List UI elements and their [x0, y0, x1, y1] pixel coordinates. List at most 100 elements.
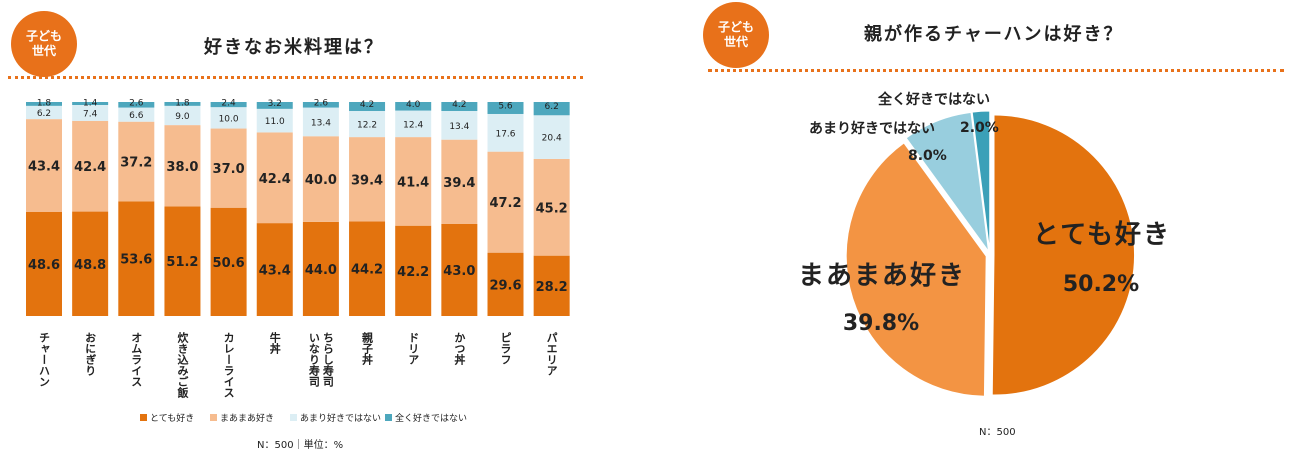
data-label: 10.0: [219, 114, 239, 124]
category-label: ドリア: [407, 332, 420, 365]
slice-value-label: 8.0%: [908, 148, 947, 164]
bar-segment: [72, 102, 109, 105]
legend-swatch: [210, 414, 217, 421]
data-label: 1.8: [37, 99, 52, 109]
bar-segment: [441, 139, 478, 224]
data-label: 4.2: [360, 100, 374, 110]
bar-segment: [349, 110, 386, 138]
data-label: 5.6: [498, 102, 513, 112]
category-label: カレーライス: [222, 332, 235, 398]
data-label: 42.4: [259, 172, 291, 187]
category-label: おにぎり: [84, 332, 97, 376]
slice-name-label: とても好き: [1033, 220, 1171, 250]
data-label: 39.4: [443, 176, 475, 191]
category-label: かつ丼: [453, 332, 466, 366]
bar-segment: [210, 207, 247, 316]
category-label: 牛丼: [268, 331, 281, 355]
legend-label: あまり好きではない: [300, 412, 381, 424]
pie-slice: [845, 142, 987, 397]
bar-segment: [26, 119, 62, 212]
sample-note: N：500: [979, 427, 1016, 438]
chart-title: 親が作るチャーハンは好き？: [864, 24, 1124, 45]
data-label: 7.4: [83, 109, 98, 119]
bar-segment: [533, 102, 570, 116]
bar-segment: [210, 102, 247, 108]
slice-name-label: 全く好きではない: [877, 91, 990, 108]
bar-segment: [302, 136, 339, 222]
data-label: 12.2: [357, 121, 377, 131]
bar-segment: [164, 102, 201, 106]
data-label: 20.4: [542, 134, 562, 144]
bar-segment: [256, 108, 293, 133]
bar-segment: [256, 132, 293, 224]
badge-line: 子ども: [25, 29, 62, 43]
dotted-divider: [8, 76, 583, 79]
category-label: ちらし寿司: [321, 332, 334, 388]
bar-segment: [118, 102, 155, 108]
bar-segment: [533, 255, 570, 316]
bar-segment: [349, 102, 386, 111]
stacked-bar-chart: 48.643.46.21.8チャーハン48.842.47.41.4おにぎり53.…: [26, 99, 570, 424]
bar-segment: [349, 221, 386, 316]
badge-line: 子ども: [717, 20, 754, 34]
bar-segment: [395, 137, 432, 226]
bar-segment: [26, 105, 62, 120]
bar-segment: [441, 102, 478, 111]
bar-segment: [533, 115, 570, 159]
pie-slice: [971, 110, 991, 252]
bar-segment: [26, 212, 62, 316]
data-label: 13.4: [311, 118, 331, 128]
data-label: 28.2: [536, 280, 568, 295]
bar-segment: [26, 102, 62, 106]
data-label: 1.8: [175, 99, 190, 109]
data-label: 53.6: [120, 253, 152, 268]
data-label: 48.6: [28, 258, 60, 273]
data-label: 37.2: [120, 156, 152, 171]
category-label: オムライス: [130, 332, 143, 387]
bar-segment: [210, 107, 247, 129]
badge-line: 世代: [723, 35, 748, 49]
slice-name-label: あまり好きではない: [809, 120, 935, 137]
data-label: 6.2: [544, 102, 558, 112]
category-label: ピラフ: [499, 332, 512, 365]
dotted-divider: [708, 69, 1284, 72]
legend-label: とても好き: [150, 412, 194, 424]
data-label: 50.6: [213, 256, 245, 271]
slice-name-label: まあまあ好き: [798, 261, 966, 291]
data-label: 42.4: [74, 160, 106, 175]
bar-segment: [302, 107, 339, 137]
bar-segment: [441, 110, 478, 140]
data-label: 6.2: [37, 109, 51, 119]
bar-segment: [164, 206, 201, 316]
data-label: 2.6: [314, 99, 329, 109]
data-label: 11.0: [265, 117, 285, 127]
bar-segment: [395, 225, 432, 316]
bar-segment: [118, 121, 155, 202]
bar-segment: [487, 113, 524, 152]
pie-slice: [905, 111, 990, 252]
data-label: 37.0: [213, 162, 245, 177]
data-label: 42.2: [397, 265, 429, 280]
chart-title: 好きなお米料理は？: [204, 37, 384, 58]
pie-slice: [991, 114, 1135, 396]
legend-swatch: [290, 414, 297, 421]
bar-segment: [256, 223, 293, 316]
data-label: 2.6: [129, 99, 144, 109]
bar-segment: [118, 201, 155, 316]
category-label: いなり寿司: [307, 332, 320, 388]
slice-value-label: 50.2%: [1063, 272, 1139, 297]
data-label: 9.0: [175, 112, 190, 122]
bar-segment: [72, 211, 109, 316]
generation-badge: 子ども 世代: [703, 2, 769, 68]
bar-segment: [395, 102, 432, 111]
data-label: 17.6: [495, 129, 515, 139]
bar-segment: [441, 223, 478, 316]
data-label: 41.4: [397, 175, 429, 190]
generation-badge: 子ども 世代: [11, 11, 77, 77]
data-label: 38.0: [166, 160, 198, 175]
legend-label: 全く好きではない: [395, 412, 467, 424]
data-label: 44.0: [305, 263, 337, 278]
bar-segment: [349, 137, 386, 222]
bar-segment: [72, 120, 109, 212]
bar-segment: [256, 102, 293, 109]
